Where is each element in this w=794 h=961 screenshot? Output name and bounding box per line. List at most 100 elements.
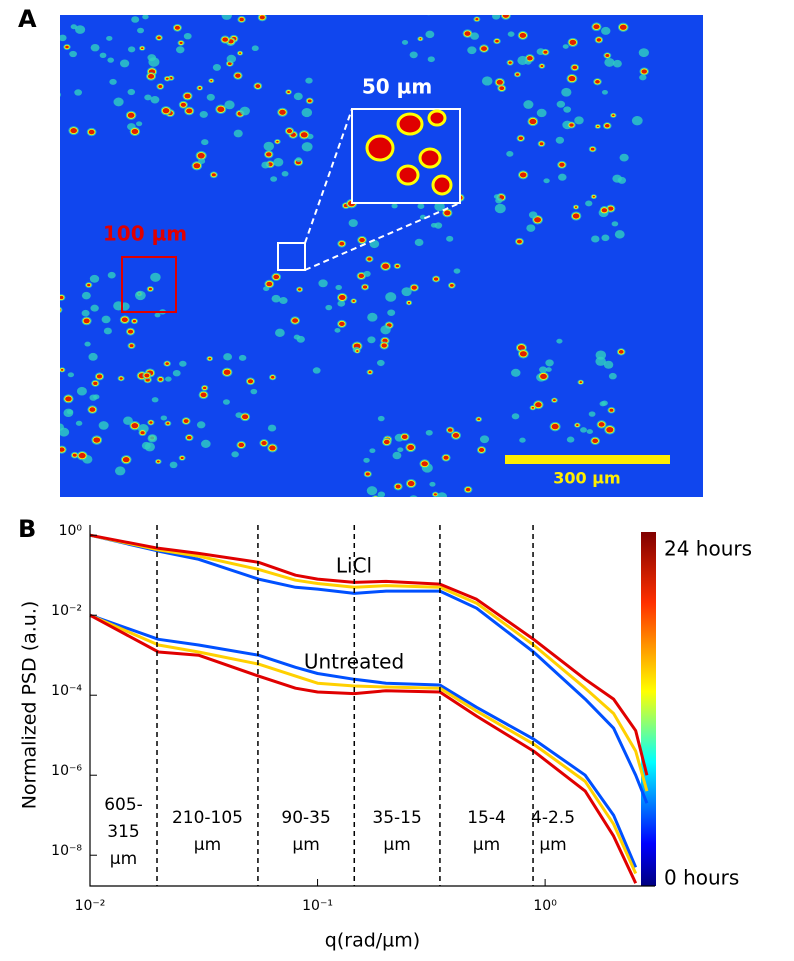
y-tick-label: 10⁻⁴ — [51, 683, 82, 699]
region-label: 605- — [104, 795, 143, 815]
region-label: µm — [539, 835, 566, 855]
colorbar — [641, 532, 656, 886]
cell — [453, 268, 461, 274]
cell-nucleus — [126, 111, 136, 119]
cell-nucleus — [528, 117, 538, 125]
cell — [74, 89, 83, 96]
inset-cell — [418, 147, 442, 169]
cell-nucleus — [209, 79, 214, 83]
x-tick-label: 10⁻² — [75, 898, 106, 914]
cell-nucleus — [338, 240, 346, 247]
psd-curve — [89, 613, 638, 868]
cell-nucleus — [60, 307, 62, 313]
cell — [223, 353, 233, 361]
cell — [562, 44, 569, 49]
cell-nucleus — [420, 460, 429, 468]
cell — [50, 21, 59, 29]
cell — [221, 15, 232, 20]
cell-nucleus — [165, 421, 171, 426]
region-label: 210-105 — [172, 808, 243, 828]
cell-nucleus — [480, 45, 488, 52]
cell-nucleus — [60, 295, 65, 300]
cell-nucleus — [640, 68, 648, 75]
cell — [367, 312, 378, 322]
cell — [101, 315, 111, 324]
cell-nucleus — [509, 10, 514, 14]
cell — [511, 368, 521, 377]
cell — [574, 116, 584, 125]
cell-nucleus — [237, 441, 245, 448]
cell-nucleus — [270, 375, 276, 380]
cell — [67, 372, 75, 378]
y-tick-label: 10⁻⁶ — [51, 763, 82, 779]
cell-nucleus — [278, 108, 287, 116]
cell — [470, 32, 480, 40]
cell — [263, 141, 275, 151]
cell — [412, 6, 421, 14]
cell — [226, 54, 237, 63]
cell-nucleus — [571, 64, 579, 71]
cell-nucleus — [519, 350, 528, 358]
cell — [366, 486, 378, 496]
cell — [107, 271, 116, 279]
cell — [113, 97, 124, 107]
cell — [165, 376, 172, 382]
cell — [517, 55, 528, 66]
cell — [160, 415, 168, 421]
cell-nucleus — [247, 378, 254, 385]
cell — [231, 451, 239, 458]
cell — [151, 397, 159, 403]
cell — [154, 312, 161, 318]
cell-nucleus — [604, 123, 611, 129]
axes — [89, 525, 655, 887]
zoom-box — [277, 242, 306, 271]
x-tick-label: 10⁰ — [533, 898, 557, 914]
cell — [312, 367, 321, 374]
cell — [476, 0, 486, 9]
cell-nucleus — [48, 373, 54, 378]
cell — [147, 54, 156, 62]
cell-nucleus — [594, 79, 601, 85]
cell — [425, 30, 435, 39]
cell — [212, 64, 222, 71]
cell — [81, 309, 90, 317]
cell — [417, 203, 425, 209]
cell — [599, 401, 607, 407]
cell-nucleus — [501, 15, 510, 19]
cell — [414, 238, 424, 247]
cell — [371, 495, 380, 497]
annotation: Untreated — [304, 650, 404, 674]
cell — [617, 176, 627, 184]
cell-nucleus — [338, 294, 347, 301]
cell-nucleus — [578, 380, 583, 384]
cell — [511, 413, 520, 420]
cell-nucleus — [64, 395, 73, 403]
cell-nucleus — [174, 25, 181, 31]
cell-nucleus — [443, 515, 446, 517]
cell-nucleus — [433, 276, 440, 282]
cell — [430, 513, 440, 522]
cell-nucleus — [449, 283, 455, 288]
cell — [238, 354, 247, 361]
cell-nucleus — [539, 372, 548, 380]
cell — [363, 457, 370, 463]
cell-nucleus — [571, 212, 581, 220]
cell — [318, 279, 328, 288]
cell — [401, 287, 412, 297]
cell-nucleus — [275, 139, 280, 144]
cell-nucleus — [498, 85, 506, 91]
cell-nucleus — [476, 417, 481, 422]
region-label: µm — [473, 835, 500, 855]
cell-nucleus — [192, 162, 202, 170]
cell-nucleus — [238, 51, 243, 55]
cell-nucleus — [265, 280, 274, 288]
region-label: 4-2.5 — [531, 808, 575, 828]
cell-nucleus — [122, 456, 131, 464]
cell — [425, 429, 433, 436]
cell-nucleus — [443, 209, 452, 217]
zoom-line — [304, 108, 353, 244]
cell-nucleus — [516, 0, 521, 3]
cell — [99, 52, 107, 58]
cell — [267, 424, 277, 432]
